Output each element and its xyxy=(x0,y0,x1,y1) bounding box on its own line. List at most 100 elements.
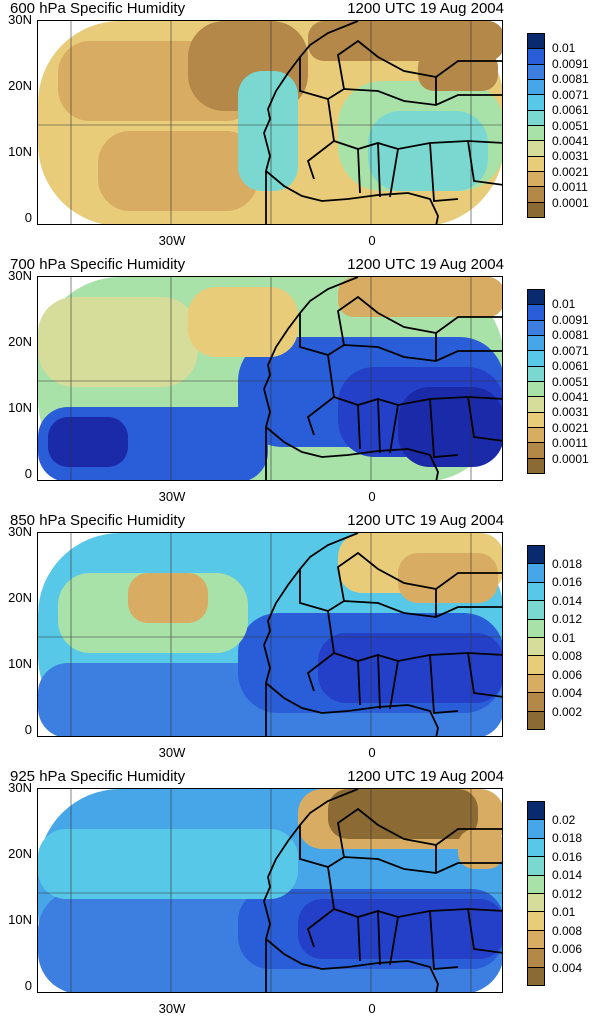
color-bar-label: 0.0061 xyxy=(552,103,589,118)
color-swatch xyxy=(528,638,544,657)
color-bar-label: 0.0071 xyxy=(552,87,589,102)
map-canvas xyxy=(38,21,502,224)
color-bar-label: 0.018 xyxy=(552,831,583,845)
color-swatch xyxy=(528,619,544,639)
color-swatch xyxy=(528,171,544,188)
color-bar-label: 0.0031 xyxy=(552,405,589,420)
humidity-region xyxy=(308,21,502,61)
color-bar-label: 0.008 xyxy=(552,923,583,938)
color-swatch xyxy=(528,875,544,895)
country-border xyxy=(263,789,359,992)
color-swatch xyxy=(528,693,544,712)
y-axis-label: 0 xyxy=(24,210,32,225)
panel-time: 1200 UTC 19 Aug 2004 xyxy=(347,0,504,17)
color-swatch xyxy=(528,582,544,602)
color-swatch xyxy=(528,674,544,694)
color-swatch xyxy=(528,34,544,50)
country-border xyxy=(263,21,359,224)
color-bar-label: 0.0041 xyxy=(552,133,589,148)
x-axis-label: 0 xyxy=(368,233,376,248)
humidity-region xyxy=(458,829,502,869)
color-swatch xyxy=(528,838,544,858)
country-border xyxy=(357,908,502,970)
country-border xyxy=(299,569,502,618)
color-swatch xyxy=(528,427,544,444)
x-axis-label: 0 xyxy=(368,745,376,760)
panel-time: 1200 UTC 19 Aug 2004 xyxy=(347,512,504,529)
humidity-region xyxy=(398,553,498,603)
y-axis-label: 10N xyxy=(8,400,32,415)
map-panel: 850 hPa Specific Humidity 1200 UTC 19 Aug… xyxy=(0,512,600,768)
y-axis-label: 20N xyxy=(8,846,32,861)
color-bar-label: 0.0051 xyxy=(552,118,589,133)
color-swatch xyxy=(528,79,544,96)
x-axis-label: 30W xyxy=(158,489,186,504)
color-swatch xyxy=(528,912,544,931)
color-swatch xyxy=(528,802,544,821)
color-bar-label: 0.002 xyxy=(552,704,583,719)
y-axis-label: 0 xyxy=(24,466,32,481)
humidity-region xyxy=(398,387,502,467)
color-bar-label: 0.016 xyxy=(552,575,583,589)
color-swatch xyxy=(528,125,544,142)
color-bar-label: 0.014 xyxy=(552,868,583,882)
humidity-region xyxy=(38,297,198,387)
humidity-map xyxy=(37,532,503,737)
color-swatch xyxy=(528,820,544,839)
color-bar-label: 0.012 xyxy=(552,886,583,901)
color-swatch xyxy=(528,156,544,172)
country-border xyxy=(357,140,502,202)
panel-time: 1200 UTC 19 Aug 2004 xyxy=(347,768,504,785)
humidity-region xyxy=(38,829,298,899)
color-bar-label: 0.012 xyxy=(552,612,583,626)
color-bar-label: 0.0011 xyxy=(552,436,588,451)
color-swatch xyxy=(528,967,544,986)
y-axis-label: 30N xyxy=(8,780,32,795)
color-bar xyxy=(527,33,545,218)
color-bar-label: 0.0051 xyxy=(552,374,589,389)
humidity-region xyxy=(328,789,478,839)
color-swatch xyxy=(528,546,544,565)
color-swatch xyxy=(528,110,544,126)
y-axis-label: 0 xyxy=(24,978,32,993)
color-swatch xyxy=(528,656,544,675)
panel-title: 850 hPa Specific Humidity xyxy=(10,512,186,529)
color-bar-label: 0.0031 xyxy=(552,149,589,164)
color-swatch xyxy=(528,351,544,367)
y-axis-label: 20N xyxy=(8,590,32,605)
color-bar-label: 0.0081 xyxy=(552,328,589,343)
country-border xyxy=(337,39,502,105)
humidity-region xyxy=(238,71,298,191)
country-border xyxy=(337,807,502,873)
country-border xyxy=(337,295,502,361)
color-bar-label: 0.004 xyxy=(552,960,583,975)
color-bar xyxy=(527,545,545,730)
color-swatch xyxy=(528,412,544,428)
color-swatch xyxy=(528,564,544,583)
y-axis-label: 10N xyxy=(8,912,32,927)
color-bar-label: 0.01 xyxy=(552,297,576,312)
humidity-region xyxy=(418,51,498,91)
color-swatch xyxy=(528,458,544,473)
humidity-region xyxy=(188,287,298,357)
color-swatch xyxy=(528,320,544,336)
humidity-map xyxy=(37,788,503,993)
color-swatch xyxy=(528,290,544,306)
panel-title: 600 hPa Specific Humidity xyxy=(10,0,186,17)
color-bar-label: 0.016 xyxy=(552,849,583,864)
color-bar-label: 0.0091 xyxy=(552,312,589,327)
color-bar-label: 0.004 xyxy=(552,686,583,700)
humidity-region xyxy=(128,573,208,623)
color-swatch xyxy=(528,601,544,620)
color-swatch xyxy=(528,64,544,80)
color-swatch xyxy=(528,366,544,382)
color-swatch xyxy=(528,857,544,876)
color-bar-label: 0.02 xyxy=(552,812,576,827)
country-border xyxy=(263,533,359,736)
map-canvas xyxy=(38,789,502,992)
color-bar-label: 0.0021 xyxy=(552,420,589,435)
color-swatch xyxy=(528,305,544,321)
map-canvas xyxy=(38,277,502,480)
country-border xyxy=(263,277,359,480)
panel-time: 1200 UTC 19 Aug 2004 xyxy=(347,256,504,273)
